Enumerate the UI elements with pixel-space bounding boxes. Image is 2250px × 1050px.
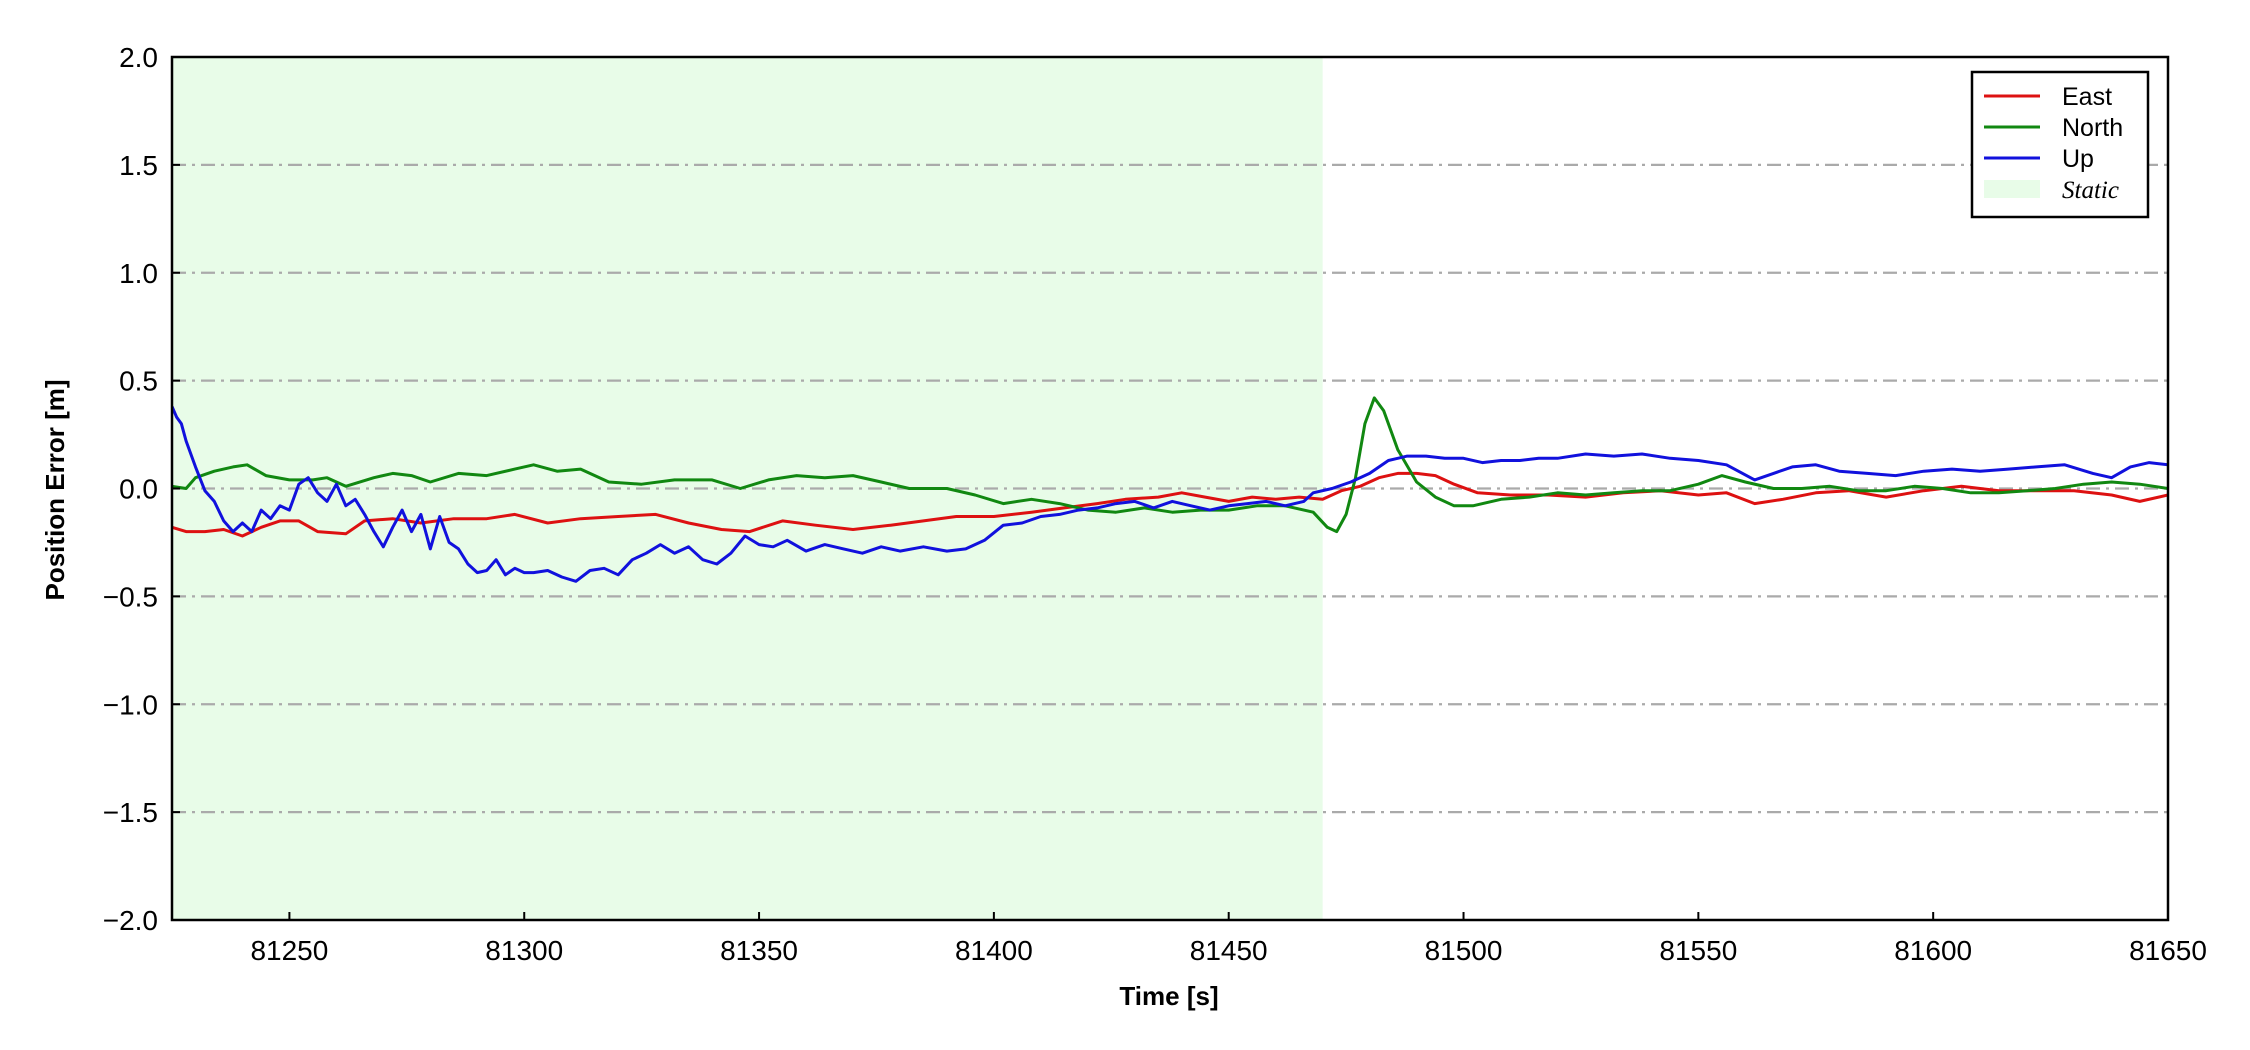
y-tick-label-8: 2.0 [119, 42, 158, 73]
y-tick-label-0: −2.0 [103, 905, 158, 936]
legend-label-north: North [2062, 114, 2123, 142]
y-tick-label-2: −1.0 [103, 689, 158, 720]
y-tick-label-3: −0.5 [103, 581, 158, 612]
legend-label-east: East [2062, 83, 2112, 111]
x-tick-label-4: 81450 [1190, 935, 1268, 966]
legend-label-static: Static [2062, 177, 2119, 204]
x-tick-label-1: 81300 [485, 935, 563, 966]
y-tick-label-6: 1.0 [119, 258, 158, 289]
plot-area: 81250 81300 81350 81400 81450 81500 81550 81600… [103, 42, 2207, 966]
y-axis-title: Position Error [m] [40, 379, 70, 600]
y-tick-label-7: 1.5 [119, 150, 158, 181]
x-axis-title: Time [s] [1119, 981, 1218, 1011]
series-lines [172, 396, 2168, 583]
y-tick-label-4: 0.0 [119, 474, 158, 505]
legend-swatch-static [1984, 180, 2040, 198]
y-tick-label-5: 0.5 [119, 366, 158, 397]
series-line-up [172, 405, 2168, 583]
x-tick-label-5: 81500 [1425, 935, 1503, 966]
x-tick-label-3: 81400 [955, 935, 1033, 966]
x-tick-label-6: 81550 [1659, 935, 1737, 966]
legend: East North Up Static [1970, 70, 2150, 219]
x-tick-label-2: 81350 [720, 935, 798, 966]
x-tick-label-8: 81650 [2129, 935, 2207, 966]
series-line-north [172, 396, 2168, 534]
legend-label-up: Up [2062, 145, 2094, 173]
x-tick-label-0: 81250 [250, 935, 328, 966]
x-tick-label-7: 81600 [1894, 935, 1972, 966]
y-tick-label-1: −1.5 [103, 797, 158, 828]
